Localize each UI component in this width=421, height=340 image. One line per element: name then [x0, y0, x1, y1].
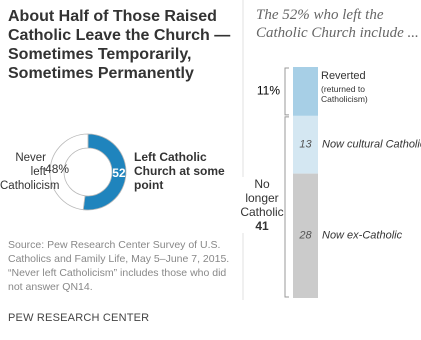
- category-label: Never left Catholicism: [0, 152, 60, 192]
- bar-subtitle: The 52% who left the Catholic Church inc…: [256, 7, 419, 41]
- bar-segment: [293, 173, 318, 298]
- bar-segment: [293, 115, 318, 174]
- value-label: 52: [112, 166, 126, 180]
- value-label: 28: [298, 230, 312, 242]
- value-label: 11%: [257, 84, 280, 98]
- group-label: No longer Catholic: [240, 177, 284, 220]
- series-name: Reverted: [321, 70, 366, 82]
- series-name: Now ex-Catholic: [322, 230, 403, 242]
- bracket: [284, 116, 289, 298]
- category-label: Left Catholic Church at some point: [134, 150, 225, 192]
- series-name: Now cultural Catholic: [322, 139, 421, 151]
- donut-segment: [82, 133, 127, 211]
- source-note: Source: Pew Research Center Survey of U.…: [8, 239, 230, 293]
- bracket: [284, 67, 289, 116]
- donut-segment: [49, 133, 89, 211]
- value-label: 13: [299, 139, 312, 151]
- group-value: 41: [240, 219, 284, 234]
- footer: PEW RESEARCH CENTER: [8, 312, 150, 324]
- bar-segment: [293, 67, 318, 116]
- value-label: 48%: [45, 162, 69, 176]
- title: About Half of Those Raised Catholic Leav…: [8, 8, 231, 82]
- series-note: (returned to Catholicism): [321, 84, 368, 104]
